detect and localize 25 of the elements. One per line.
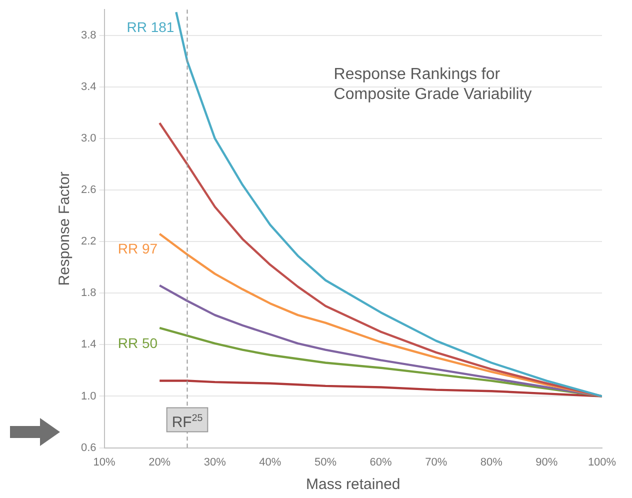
x-tick-label: 70% xyxy=(425,456,448,468)
series-label: RR 50 xyxy=(118,334,158,351)
text: Response Rankings for Composite Grade Variability xyxy=(334,66,532,104)
x-tick-label: 30% xyxy=(204,456,226,468)
y-tick-label: 3.0 xyxy=(80,132,96,145)
y-tick-label: 2.2 xyxy=(80,236,96,248)
x-tick-label: 60% xyxy=(370,456,392,468)
x-tick-label: 10% xyxy=(93,456,116,468)
y-axis-title: Response Factor xyxy=(56,172,74,286)
x-axis-title: Mass retained xyxy=(306,476,400,494)
y-tick-label: 1.8 xyxy=(80,287,96,300)
x-tick-label: 40% xyxy=(259,456,282,468)
y-tick-label: 2.6 xyxy=(80,184,96,196)
x-tick-label: 20% xyxy=(148,456,171,468)
series-label: RR 97 xyxy=(118,240,158,257)
x-tick-label: 80% xyxy=(480,456,503,468)
y-tick-label: 1.4 xyxy=(80,338,96,351)
y-tick-label: 1.0 xyxy=(80,390,96,402)
x-tick-label: 50% xyxy=(314,456,337,468)
y-tick-label: 3.4 xyxy=(80,80,96,93)
y-tick-label: 3.8 xyxy=(80,29,96,42)
x-tick-label: 100% xyxy=(588,456,616,468)
x-tick-label: 90% xyxy=(536,456,558,468)
series-label: RR 181 xyxy=(126,19,174,36)
y-tick-label: 0.6 xyxy=(80,442,96,454)
